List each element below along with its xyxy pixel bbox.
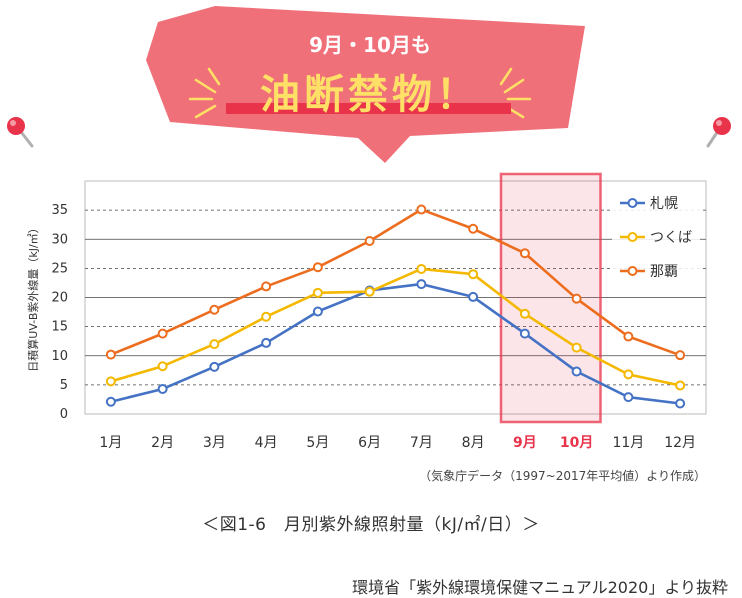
x-tick-label: 9月: [513, 435, 537, 451]
data-point: [416, 263, 427, 274]
data-point: [416, 204, 427, 215]
left-pin-icon: [7, 117, 34, 148]
data-point: [312, 287, 323, 298]
series-那覇: [105, 204, 686, 361]
data-point: [571, 366, 582, 377]
data-point: [105, 396, 116, 407]
data-point: [519, 328, 530, 339]
data-point: [468, 269, 479, 280]
series-line: [110, 208, 681, 357]
data-point: [157, 361, 168, 372]
data-point: [261, 281, 272, 292]
x-tick-label: 11月: [612, 435, 644, 451]
legend-item: 那覇: [620, 264, 678, 280]
x-tick-label: 7月: [410, 435, 433, 451]
chart: 0 5 10 15 20 25 30 35 1月 2月 3月 4月 5月 6月 7月 8月 9月 10月 11月 12…: [26, 172, 707, 483]
legend-item: 札幌: [620, 196, 678, 212]
y-tick-label: 10: [51, 349, 68, 364]
y-tick-label: 15: [51, 320, 68, 335]
chart-axes: 0 5 10 15 20 25 30 35 1月 2月 3月 4月 5月 6月 7月 8月 9月 10月 11月 12…: [51, 203, 696, 451]
x-tick-label: 8月: [462, 435, 485, 451]
data-point: [261, 311, 272, 322]
legend-marker: [627, 266, 638, 276]
right-pin-icon: [706, 117, 731, 148]
figure-caption: ＜図1-6 月別紫外線照射量（kJ/㎡/日）＞: [202, 515, 540, 535]
series-つくば: [105, 263, 686, 391]
data-point: [209, 361, 220, 372]
x-tick-label: 6月: [358, 435, 381, 451]
sparkle-left-icon: [188, 67, 221, 119]
x-tick-label: 12月: [664, 435, 696, 451]
y-tick-label: 5: [60, 378, 68, 393]
data-point: [623, 392, 634, 403]
x-tick-label: 2月: [151, 435, 174, 451]
series-line: [110, 267, 681, 387]
banner: 9月・10月も 油断禁物！: [7, 6, 731, 163]
x-tick-label: 4月: [255, 435, 278, 451]
data-point: [571, 293, 582, 304]
legend-label: つくば: [650, 230, 692, 246]
data-point: [364, 235, 375, 246]
x-tick-label: 1月: [99, 435, 122, 451]
data-point: [623, 369, 634, 380]
series-line: [110, 282, 681, 405]
legend-label: 札幌: [650, 196, 678, 212]
y-tick-label: 30: [51, 232, 68, 247]
x-tick-label: 3月: [203, 435, 226, 451]
data-point: [157, 383, 168, 394]
data-point: [105, 376, 116, 387]
data-point: [312, 306, 323, 317]
data-point: [571, 342, 582, 353]
highlight-region: [499, 172, 602, 424]
sparkle-right-icon: [499, 67, 532, 119]
data-point: [623, 331, 634, 342]
legend-label: 那覇: [650, 264, 678, 280]
data-point: [105, 349, 116, 360]
data-point: [364, 286, 375, 297]
data-point: [416, 279, 427, 290]
legend-marker: [627, 198, 638, 208]
data-point: [519, 248, 530, 259]
banner-headline: 油断禁物！: [260, 72, 480, 118]
y-axis-label: 日積算UV-B紫外線量（kJ/㎡）: [26, 222, 40, 371]
highlight-box: [499, 172, 602, 424]
data-point: [209, 304, 220, 315]
legend-item: つくば: [620, 230, 692, 246]
x-tick-label: 5月: [306, 435, 329, 451]
data-point: [675, 350, 686, 361]
chart-series: [105, 204, 686, 409]
y-tick-label: 25: [51, 261, 68, 276]
data-point: [261, 337, 272, 348]
data-point: [312, 262, 323, 273]
y-tick-label: 0: [60, 407, 68, 422]
chart-note: （気象庁データ（1997~2017年平均値）より作成）: [419, 468, 706, 483]
data-point: [209, 339, 220, 350]
speech-bubble: [146, 6, 585, 163]
legend-marker: [627, 232, 638, 242]
headline-underline: [226, 103, 511, 114]
data-point: [675, 380, 686, 391]
data-point: [468, 223, 479, 234]
y-tick-label: 20: [51, 291, 68, 306]
banner-subtitle: 9月・10月も: [309, 33, 431, 57]
data-point: [157, 328, 168, 339]
y-tick-label: 35: [51, 203, 68, 218]
data-point: [675, 398, 686, 409]
x-tick-label: 10月: [560, 435, 593, 451]
source-credit: 環境省「紫外線環境保健マニュアル2020」より抜粋: [352, 578, 728, 597]
data-point: [519, 308, 530, 319]
data-point: [468, 291, 479, 302]
